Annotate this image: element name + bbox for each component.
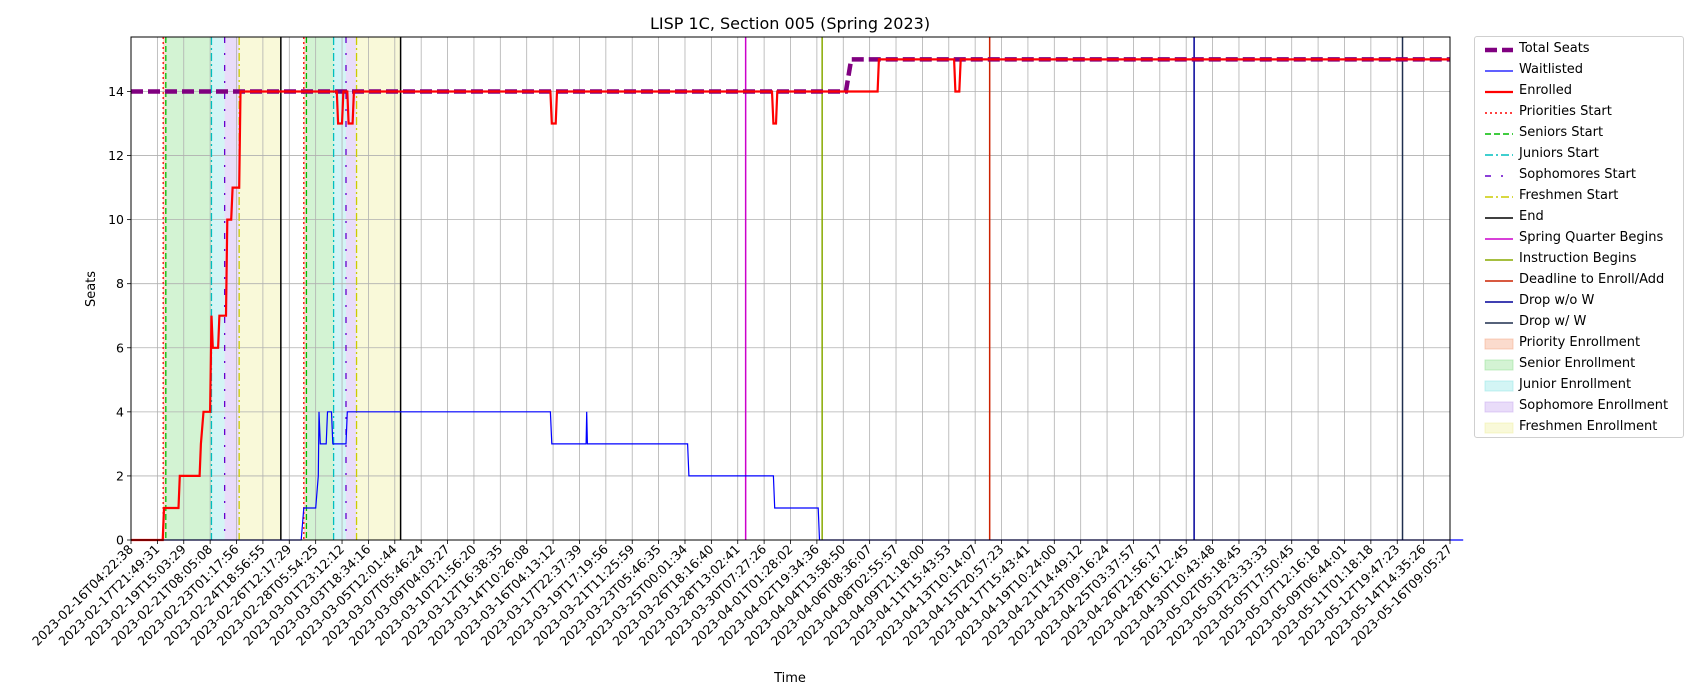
legend-item: Drop w/ W <box>1475 312 1683 333</box>
legend-label: Deadline to Enroll/Add <box>1519 272 1665 287</box>
legend-item: Sophomore Enrollment <box>1475 396 1683 417</box>
legend-swatch <box>1485 259 1513 261</box>
legend-item: End <box>1475 207 1683 228</box>
legend-item: Seniors Start <box>1475 123 1683 144</box>
series-line <box>131 58 1450 542</box>
legend-label: Drop w/o W <box>1519 293 1595 308</box>
legend-label: Seniors Start <box>1519 125 1604 140</box>
legend-swatch <box>1485 217 1513 219</box>
y-tick-label: 4 <box>116 404 124 419</box>
legend-swatch <box>1485 70 1513 72</box>
legend-label: Juniors Start <box>1519 146 1599 161</box>
legend-item: Freshmen Start <box>1475 186 1683 207</box>
legend-swatch <box>1485 196 1513 198</box>
y-tick-label: 6 <box>116 340 124 355</box>
shaded-region <box>224 37 240 540</box>
legend-item: Spring Quarter Begins <box>1475 228 1683 249</box>
legend-patch <box>1484 401 1514 413</box>
shaded-region <box>163 37 166 540</box>
legend-swatch <box>1485 238 1513 240</box>
shaded-regions <box>163 37 401 540</box>
y-tick-label: 10 <box>108 212 124 227</box>
shaded-region <box>211 37 225 540</box>
legend-label: Freshmen Start <box>1519 188 1619 203</box>
y-axis-label: Seats <box>84 271 99 307</box>
shaded-region <box>356 37 401 540</box>
legend-swatch <box>1485 280 1513 282</box>
legend-item: Freshmen Enrollment <box>1475 417 1683 438</box>
legend-label: Waitlisted <box>1519 62 1584 77</box>
legend-swatch <box>1485 133 1513 135</box>
legend-swatch <box>1485 90 1513 94</box>
y-tick-label: 12 <box>108 148 124 163</box>
legend-swatch <box>1484 401 1514 413</box>
shaded-region <box>345 37 357 540</box>
chart-title: LISP 1C, Section 005 (Spring 2023) <box>650 14 930 33</box>
legend-label: Sophomore Enrollment <box>1519 398 1669 413</box>
legend-swatch <box>1484 380 1514 392</box>
y-tick-label: 14 <box>108 84 124 99</box>
legend-item: Drop w/o W <box>1475 291 1683 312</box>
legend-swatch <box>1484 359 1514 371</box>
legend-item: Instruction Begins <box>1475 249 1683 270</box>
legend-label: Junior Enrollment <box>1519 377 1632 392</box>
legend-swatch <box>1484 338 1514 350</box>
shaded-region <box>303 37 307 540</box>
legend-item: Deadline to Enroll/Add <box>1475 270 1683 291</box>
legend-item: Enrolled <box>1475 81 1683 102</box>
legend-item: Senior Enrollment <box>1475 354 1683 375</box>
y-tick-label: 2 <box>116 468 124 483</box>
legend-label: Drop w/ W <box>1519 314 1587 329</box>
legend-patch <box>1484 338 1514 350</box>
legend-patch <box>1484 380 1514 392</box>
shaded-region <box>165 37 212 540</box>
legend-label: End <box>1519 209 1544 224</box>
legend-label: Priorities Start <box>1519 104 1612 119</box>
legend-item: Sophomores Start <box>1475 165 1683 186</box>
legend-swatch <box>1485 154 1513 156</box>
legend-label: Priority Enrollment <box>1519 335 1641 350</box>
legend-label: Instruction Begins <box>1519 251 1637 266</box>
legend-swatch <box>1485 322 1513 324</box>
legend-item: Juniors Start <box>1475 144 1683 165</box>
x-axis-label: Time <box>773 671 806 686</box>
shaded-region <box>306 37 334 540</box>
shaded-region <box>333 37 346 540</box>
legend-label: Total Seats <box>1519 41 1590 56</box>
legend-item: Priorities Start <box>1475 102 1683 123</box>
legend-swatch <box>1485 47 1513 53</box>
x-axis-ticks: 2023-02-16T04:22:382023-02-17T21:49:3120… <box>29 540 1455 649</box>
legend-label: Sophomores Start <box>1519 167 1636 182</box>
shaded-region <box>239 37 281 540</box>
legend-patch <box>1484 422 1514 434</box>
event-lines <box>162 37 1404 540</box>
legend-label: Spring Quarter Begins <box>1519 230 1664 245</box>
legend-item: Waitlisted <box>1475 60 1683 81</box>
legend-swatch <box>1485 175 1513 177</box>
legend-label: Freshmen Enrollment <box>1519 419 1658 434</box>
legend-item: Total Seats <box>1475 39 1683 60</box>
grid <box>130 37 1451 541</box>
series-line <box>131 411 1464 541</box>
legend-swatch <box>1484 422 1514 434</box>
legend-label: Enrolled <box>1519 83 1572 98</box>
y-tick-label: 0 <box>116 533 124 548</box>
legend-patch <box>1484 359 1514 371</box>
legend-item: Junior Enrollment <box>1475 375 1683 396</box>
legend-item: Priority Enrollment <box>1475 333 1683 354</box>
y-axis-ticks: 0 2 4 6 8 10 12 14 <box>108 84 131 548</box>
series-lines <box>131 57 1464 542</box>
legend-label: Senior Enrollment <box>1519 356 1636 371</box>
legend: Total Seats Waitlisted Enrolled Priorities … <box>1474 36 1684 438</box>
legend-swatch <box>1485 301 1513 303</box>
y-tick-label: 8 <box>116 276 124 291</box>
